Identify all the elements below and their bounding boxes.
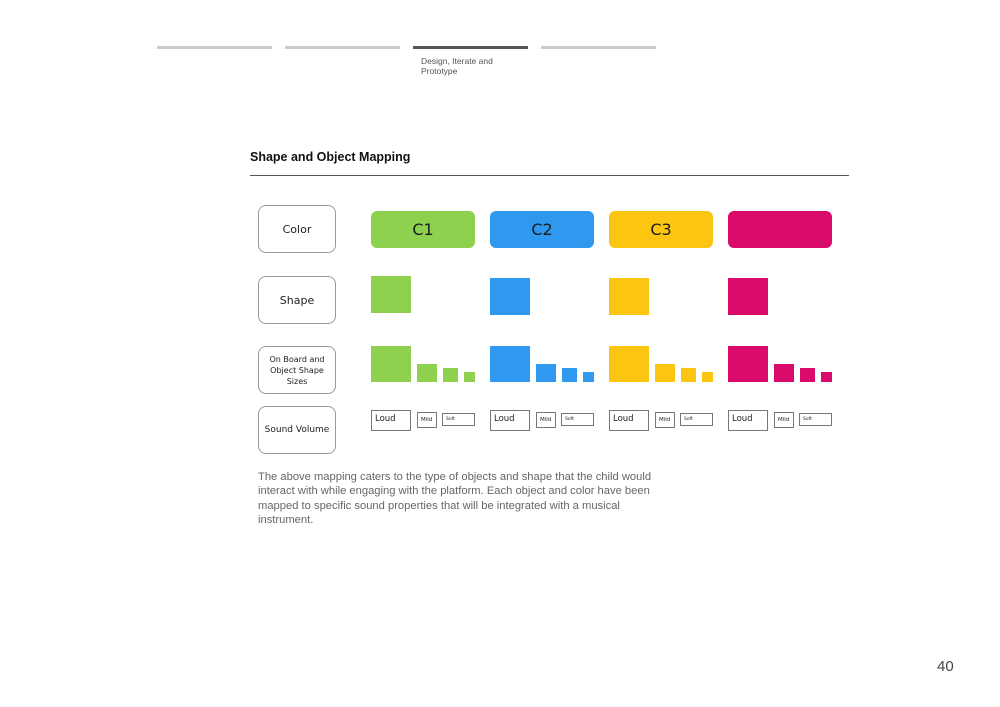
size-square-tiny-c3 (702, 372, 713, 382)
row-label-volume: Sound Volume (258, 406, 336, 454)
volume-loud-c3: Loud (609, 410, 649, 431)
volume-soft-c3: Soft (680, 413, 713, 426)
size-square-medium-c1 (417, 364, 437, 382)
progress-step-4 (541, 46, 656, 49)
color-pill-c3: C3 (609, 211, 713, 248)
page-number: 40 (937, 658, 954, 675)
volume-soft-c2: Soft (561, 413, 594, 426)
row-label-sizes: On Board and Object Shape Sizes (258, 346, 336, 394)
volume-mild-c2: Mild (536, 412, 556, 428)
progress-step-label: Design, Iterate and Prototype (421, 56, 493, 76)
section-title: Shape and Object Mapping (250, 150, 411, 164)
size-square-small-c1 (443, 368, 458, 382)
size-square-large-c4 (728, 346, 768, 382)
shape-square-c3 (609, 278, 649, 315)
volume-soft-c1: Soft (442, 413, 475, 426)
volume-soft-c4: Soft (799, 413, 832, 426)
volume-loud-c4: Loud (728, 410, 768, 431)
size-square-medium-c4 (774, 364, 794, 382)
volume-loud-c2: Loud (490, 410, 530, 431)
row-label-sizes-line2: Object Shape Sizes (270, 365, 324, 386)
description-text: The above mapping caters to the type of … (258, 471, 652, 527)
volume-mild-c1: Mild (417, 412, 437, 428)
size-square-tiny-c4 (821, 372, 832, 382)
progress-step-2 (285, 46, 400, 49)
row-label-sizes-line1: On Board and (269, 354, 325, 364)
volume-loud-c1: Loud (371, 410, 411, 431)
size-square-medium-c3 (655, 364, 675, 382)
size-square-large-c3 (609, 346, 649, 382)
size-square-tiny-c2 (583, 372, 594, 382)
size-square-small-c4 (800, 368, 815, 382)
size-square-medium-c2 (536, 364, 556, 382)
size-square-tiny-c1 (464, 372, 475, 382)
color-pill-c4 (728, 211, 832, 248)
row-label-color: Color (258, 205, 336, 253)
size-square-large-c1 (371, 346, 411, 382)
section-divider (250, 175, 849, 176)
volume-mild-c4: Mild (774, 412, 794, 428)
color-pill-c1: C1 (371, 211, 475, 248)
shape-square-c1 (371, 276, 411, 313)
progress-step-3-active (413, 46, 528, 49)
volume-mild-c3: Mild (655, 412, 675, 428)
color-pill-c2: C2 (490, 211, 594, 248)
row-label-shape: Shape (258, 276, 336, 324)
size-square-large-c2 (490, 346, 530, 382)
shape-square-c4 (728, 278, 768, 315)
size-square-small-c2 (562, 368, 577, 382)
size-square-small-c3 (681, 368, 696, 382)
shape-square-c2 (490, 278, 530, 315)
progress-step-1 (157, 46, 272, 49)
